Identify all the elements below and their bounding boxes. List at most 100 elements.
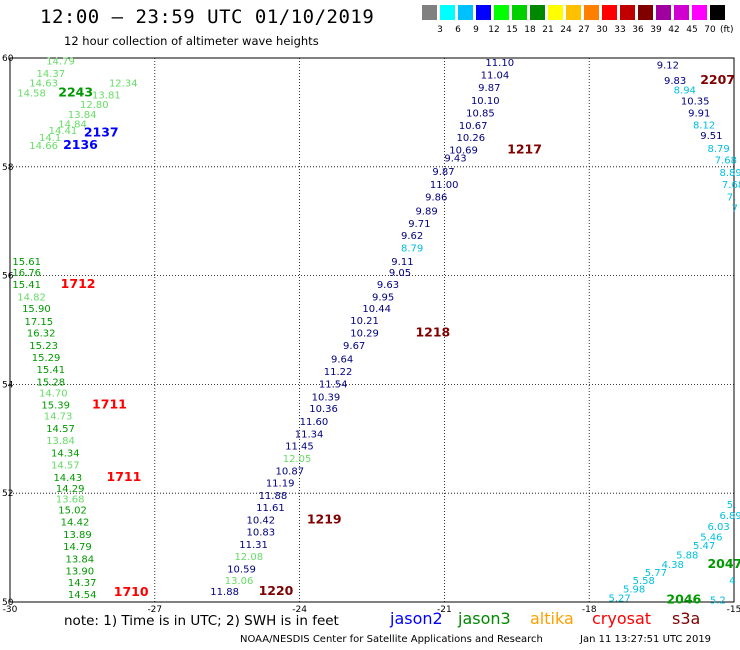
wave-height-label: 12.05 [283, 454, 312, 465]
wave-height-label: 15.23 [29, 341, 58, 352]
wave-height-label: 14.37 [68, 578, 97, 589]
wave-height-label: 14.70 [39, 389, 68, 400]
pass-time-label: 2136 [63, 137, 98, 152]
wave-height-label: 11.54 [319, 379, 348, 390]
wave-height-label: 10.44 [362, 304, 391, 315]
wave-height-label: 5.46 [700, 533, 722, 544]
wave-height-label: 9.87 [478, 83, 500, 94]
wave-height-label: 7.68 [715, 156, 737, 167]
wave-height-label: 8.89 [720, 168, 740, 179]
wave-height-label: 13.84 [66, 554, 95, 565]
wave-height-label: 9.86 [425, 193, 447, 204]
wave-height-label: 16.76 [12, 268, 41, 279]
wave-height-label: 5.47 [693, 541, 715, 552]
wave-height-label: 14.79 [46, 57, 75, 68]
wave-height-label: 7. [727, 193, 737, 204]
wave-height-label: 5.98 [623, 584, 645, 595]
wave-height-label: 11.88 [259, 491, 288, 502]
pass-time-label: 1220 [259, 583, 294, 598]
legend-label: 9 [473, 25, 479, 35]
y-tick-label: 50 [2, 598, 14, 608]
wave-height-label: 5.77 [645, 568, 667, 579]
legend-label: 39 [650, 25, 662, 35]
y-tick-label: 56 [2, 272, 14, 282]
x-tick-label: -18 [582, 605, 597, 615]
wave-height-label: 6.03 [707, 522, 729, 533]
pass-time-label: 2046 [666, 591, 701, 606]
legend-swatch [476, 5, 491, 20]
pass-time-label: 1711 [107, 469, 142, 484]
wave-height-label: 15.39 [41, 401, 70, 412]
wave-height-label: 10.10 [471, 96, 500, 107]
map-subtitle: 12 hour collection of altimeter wave hei… [64, 34, 319, 48]
pass-time-label: 1219 [307, 511, 342, 526]
legend-swatch [566, 5, 581, 20]
wave-height-label: 4.38 [662, 560, 684, 571]
wave-height-label: 14.43 [53, 473, 82, 484]
wave-height-label: 14.42 [61, 517, 90, 528]
wave-height-label: 10.87 [275, 466, 304, 477]
wave-height-label: 11.60 [300, 417, 329, 428]
pass-time-label: 2207 [700, 72, 735, 87]
wave-height-label: 10.26 [456, 133, 485, 144]
wave-height-label: 10.39 [312, 392, 341, 403]
wave-height-label: 15.28 [37, 378, 66, 389]
legend-swatch [674, 5, 689, 20]
x-tick-label: -30 [3, 605, 18, 615]
legend-label: 42 [668, 25, 680, 35]
pass-time-label: 1710 [114, 584, 149, 599]
legend-swatch [512, 5, 527, 20]
wave-height-label: 12.34 [109, 78, 138, 89]
wave-height-label: 11.34 [295, 429, 324, 440]
wave-height-label: 8.79 [707, 144, 729, 155]
wave-height-label: 14.84 [58, 119, 87, 130]
wave-height-label: 10.69 [449, 145, 478, 156]
wave-height-label: 14.58 [17, 88, 46, 99]
wave-height-label: 14.57 [51, 460, 80, 471]
wave-height-label: 13.06 [225, 576, 254, 587]
wave-height-label: 15.41 [37, 365, 66, 376]
legend-swatch [656, 5, 671, 20]
legend-label: 45 [686, 25, 698, 35]
wave-height-label: 14.66 [29, 141, 58, 152]
wave-height-label: 12.08 [234, 552, 263, 563]
y-tick-label: 54 [2, 380, 14, 390]
legend-swatch [602, 5, 617, 20]
wave-height-label: 11.45 [285, 441, 314, 452]
wave-height-label: 9.12 [657, 61, 679, 72]
wave-height-label: 14.82 [17, 292, 46, 303]
wave-height-label: 9.95 [372, 292, 394, 303]
legend-label: 15 [506, 25, 518, 35]
legend-label: 36 [632, 25, 644, 35]
wave-height-label: 15.02 [58, 506, 87, 517]
wave-height-label: 14.63 [29, 78, 58, 89]
wave-height-label: 17.15 [24, 317, 53, 328]
y-tick-label: 60 [2, 54, 14, 64]
wave-height-label: 9.89 [415, 206, 437, 217]
wave-height-label: 10.85 [466, 108, 495, 119]
wave-height-label: 9.87 [432, 167, 454, 178]
wave-height-label: 11.61 [256, 503, 285, 514]
pass-time-label: 1217 [507, 141, 542, 156]
wave-height-label: 10.35 [681, 96, 710, 107]
wave-height-label: 11.00 [430, 180, 459, 191]
wave-height-label: 14.54 [68, 590, 97, 601]
legend-swatch [548, 5, 563, 20]
wave-height-label: 9.51 [700, 131, 722, 142]
legend-swatch [584, 5, 599, 20]
wave-height-label: 11.10 [485, 58, 514, 69]
wave-height-label: 11.22 [324, 367, 353, 378]
satellite-altika: altika [530, 609, 574, 628]
wave-height-label: 15.41 [12, 280, 41, 291]
wave-height-label: 11.04 [481, 70, 510, 81]
wave-height-label: 16.32 [27, 329, 56, 340]
wave-height-label: 8.79 [401, 243, 423, 254]
legend-label: 12 [488, 25, 500, 35]
wave-height-label: 8.94 [674, 86, 696, 97]
x-tick-label: -24 [292, 605, 307, 615]
pass-time-label: 2137 [84, 125, 119, 140]
y-tick-label: 58 [2, 163, 14, 173]
wave-height-label: 7.68 [722, 180, 740, 191]
wave-height-label: 15.29 [32, 353, 61, 364]
wave-height-label: 11.31 [239, 540, 268, 551]
